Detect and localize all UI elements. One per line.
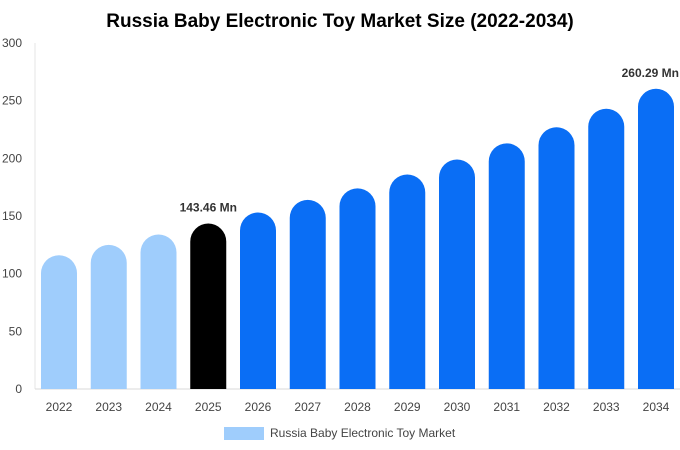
bar-2024[interactable] xyxy=(140,234,177,389)
y-tick-label: 50 xyxy=(9,324,23,338)
x-tick-label: 2029 xyxy=(394,400,421,414)
bar-2028[interactable] xyxy=(339,188,376,389)
legend[interactable]: Russia Baby Electronic Toy Market xyxy=(224,426,456,440)
x-axis: 2022 2023 2024 2025 2026 2027 2028 2029 2030 2031… xyxy=(46,400,670,414)
bar-2022[interactable] xyxy=(41,255,77,389)
bar-series xyxy=(41,88,674,390)
data-label-2034: 260.29 Mn xyxy=(622,66,679,80)
bar-2031[interactable] xyxy=(488,143,525,389)
data-label-2025: 143.46 Mn xyxy=(180,201,237,215)
x-tick-label: 2034 xyxy=(643,400,670,414)
bar-2025[interactable] xyxy=(190,223,227,389)
y-tick-label: 300 xyxy=(2,36,22,50)
x-tick-label: 2024 xyxy=(145,400,172,414)
bar-2030[interactable] xyxy=(439,159,475,389)
y-tick-label: 150 xyxy=(2,209,22,223)
x-tick-label: 2030 xyxy=(444,400,471,414)
bar-2032[interactable] xyxy=(538,127,575,390)
x-tick-label: 2033 xyxy=(593,400,620,414)
chart-title: Russia Baby Electronic Toy Market Size (… xyxy=(106,11,573,32)
legend-swatch xyxy=(224,427,264,440)
x-tick-label: 2026 xyxy=(245,400,272,414)
x-tick-label: 2025 xyxy=(195,400,222,414)
bar-2034[interactable] xyxy=(638,88,674,390)
x-tick-label: 2031 xyxy=(493,400,520,414)
x-tick-label: 2023 xyxy=(95,400,122,414)
y-tick-label: 200 xyxy=(2,151,22,165)
x-tick-label: 2027 xyxy=(294,400,321,414)
bar-2029[interactable] xyxy=(389,174,426,389)
bar-2026[interactable] xyxy=(240,212,276,389)
bar-2027[interactable] xyxy=(289,199,326,389)
y-tick-label: 100 xyxy=(2,267,22,281)
legend-label: Russia Baby Electronic Toy Market xyxy=(270,426,456,440)
bar-2033[interactable] xyxy=(588,108,625,390)
y-tick-label: 0 xyxy=(15,382,22,396)
data-labels: 143.46 Mn 260.29 Mn xyxy=(180,66,679,215)
y-axis: 0 50 100 150 200 250 300 xyxy=(2,36,22,396)
x-tick-label: 2028 xyxy=(344,400,371,414)
y-tick-label: 250 xyxy=(2,94,22,108)
x-tick-label: 2032 xyxy=(543,400,570,414)
bar-2023[interactable] xyxy=(90,244,127,389)
x-tick-label: 2022 xyxy=(46,400,73,414)
